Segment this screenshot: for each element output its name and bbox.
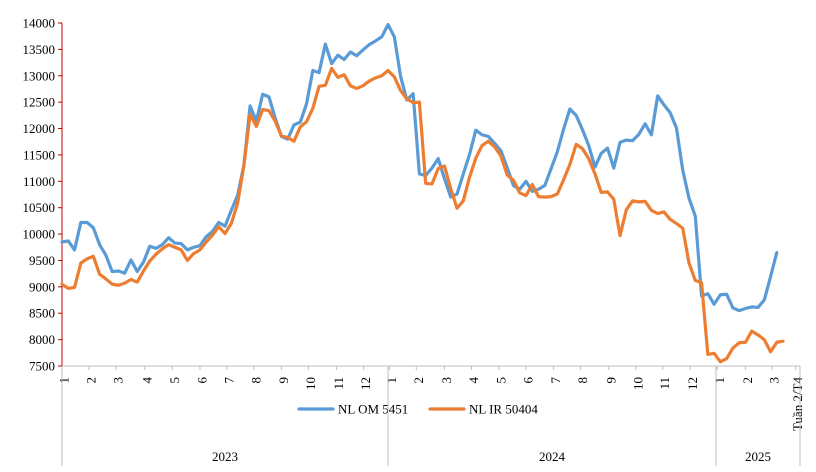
y-tick-label: 13500 (23, 42, 56, 57)
x-tick-label: 8 (248, 377, 263, 384)
x-tick-label: 7 (548, 377, 563, 384)
x-tick-label: 1 (712, 377, 727, 384)
year-axis: 2023 2024 2025 (61, 366, 801, 466)
y-tick-label: 12500 (23, 95, 56, 110)
x-tick-label: 1 (57, 377, 72, 384)
series-line-nl-om-5451 (60, 22, 779, 313)
x-tick-label: 5 (494, 377, 509, 384)
y-tick-label: 13000 (23, 68, 56, 83)
x-tick-label: 6 (521, 377, 536, 384)
legend: NL OM 5451 NL IR 50404 (297, 402, 538, 417)
y-tick-label: 10000 (23, 227, 56, 242)
y-tick-label: 9500 (29, 253, 55, 268)
x-tick-label: 4 (139, 377, 154, 384)
x-tick-label: 9 (276, 377, 291, 384)
x-tick-label: 3 (439, 377, 454, 384)
year-label: 2025 (745, 449, 771, 464)
y-tick-label: 14000 (23, 16, 56, 31)
x-tick-label: 11 (657, 377, 672, 390)
x-tick-label: 3 (766, 377, 781, 384)
x-tick-label: 12 (685, 377, 700, 390)
x-tick-label: 10 (630, 377, 645, 390)
series-line-nl-ir-50404 (60, 66, 785, 364)
x-tick-label: 3 (110, 377, 125, 384)
x-tick-label: 2 (84, 377, 99, 384)
y-tick-label: 11500 (23, 147, 55, 162)
x-tick-label: 4 (466, 377, 481, 384)
x-tick-label: 9 (603, 377, 618, 384)
y-tick-label: 11000 (23, 174, 55, 189)
year-label: 2024 (539, 449, 566, 464)
x-tick-label: 2 (411, 377, 426, 384)
y-tick-label: 7500 (29, 359, 55, 374)
x-axis: 1 2 3 4 5 6 7 8 9 10 11 12 1 2 3 4 5 6 7 8 9 10 11 12 1 2 3 Tuần 2/… (57, 365, 805, 432)
legend-label: NL OM 5451 (338, 402, 408, 417)
legend-label: NL IR 50404 (469, 402, 538, 417)
series-layer (60, 22, 785, 364)
x-tick-label: 7 (221, 377, 236, 384)
x-tick-label: 5 (167, 377, 182, 384)
x-tick-label: 1 (384, 377, 399, 384)
x-tick-label: 2 (740, 377, 755, 384)
y-tick-label: 10500 (23, 200, 56, 215)
y-axis: 7500 8000 8500 9000 9500 10000 10500 11000 11500… (23, 16, 63, 374)
x-tick-label: 10 (303, 377, 318, 390)
x-tick-label: Tuần 2/T4 (790, 377, 805, 432)
y-tick-label: 8000 (29, 332, 55, 347)
x-tick-label: 8 (575, 377, 590, 384)
y-tick-label: 12000 (23, 121, 56, 136)
y-tick-label: 8500 (29, 306, 55, 321)
x-tick-label: 6 (194, 377, 209, 384)
x-tick-label: 12 (358, 377, 373, 390)
year-label: 2023 (212, 449, 238, 464)
y-tick-label: 9000 (29, 279, 55, 294)
x-tick-label: 11 (331, 377, 346, 390)
